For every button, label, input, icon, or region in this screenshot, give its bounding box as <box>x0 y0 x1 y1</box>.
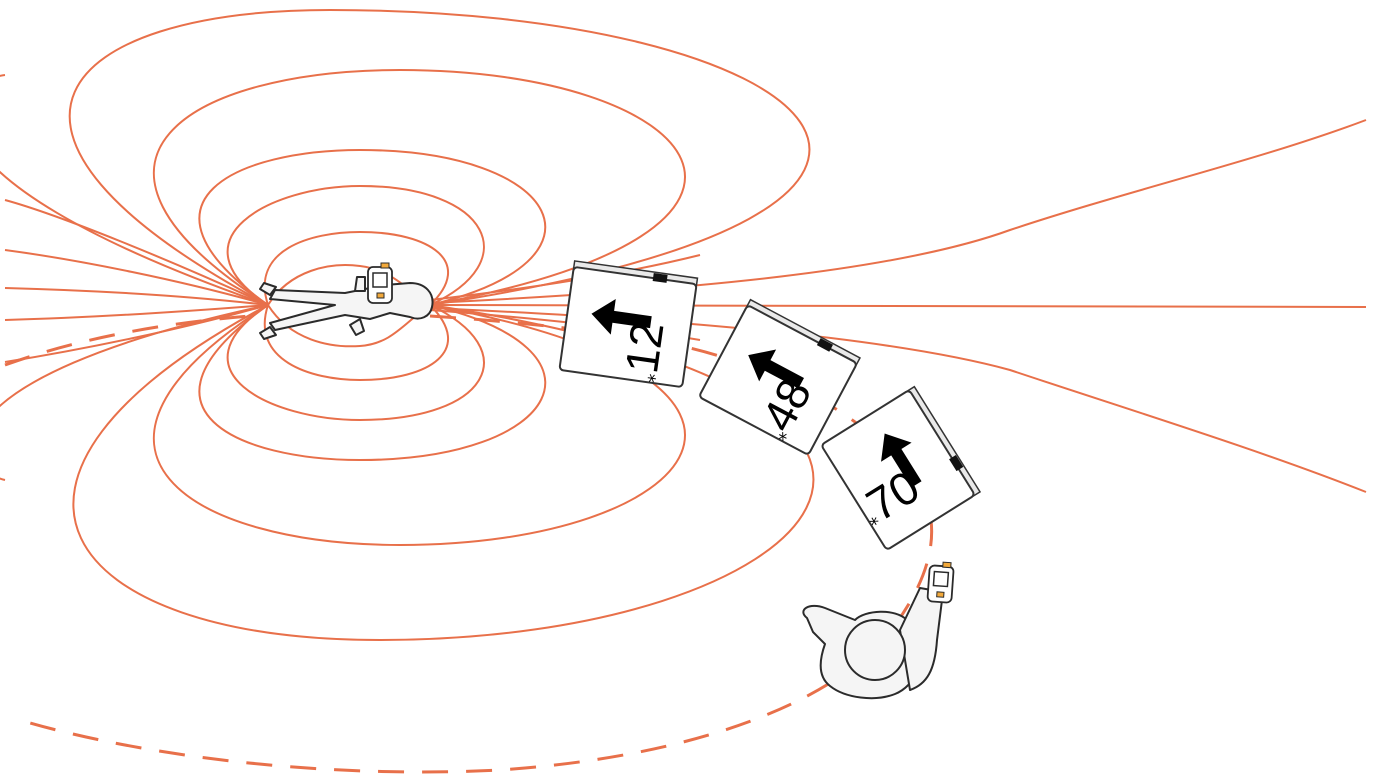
flux-line <box>4 304 269 321</box>
avalanche-transceiver-icon <box>926 561 955 604</box>
flux-line <box>198 304 547 462</box>
flux-line <box>0 74 269 306</box>
searcher-icon <box>802 561 955 700</box>
buried-person-icon <box>259 262 434 340</box>
flux-line <box>267 304 431 348</box>
arrow-up-icon <box>591 299 652 335</box>
flux-line <box>198 148 547 306</box>
display-panel: 12 * <box>558 260 699 388</box>
flux-line <box>152 68 686 306</box>
flux-line <box>72 304 815 642</box>
arrow-up-icon <box>881 433 922 488</box>
flux-line <box>263 230 450 306</box>
flux-line <box>429 119 1367 304</box>
flux-line <box>4 287 269 306</box>
flux-line <box>263 304 450 382</box>
flux-line <box>68 8 811 306</box>
flux-line <box>4 199 269 306</box>
search-path-line <box>19 624 897 774</box>
arrow-up-icon <box>748 349 804 389</box>
flux-line <box>226 304 485 422</box>
distance-readout: 12 <box>615 319 674 377</box>
flux-line <box>4 249 269 306</box>
display-panel: 48 * <box>699 298 861 455</box>
panel-star: * <box>645 373 667 385</box>
flux-line <box>152 304 686 547</box>
display-panel: 70 * <box>821 385 982 550</box>
flux-line-group <box>0 8 1367 642</box>
avalanche-transceiver-icon <box>367 262 393 304</box>
flux-line <box>226 184 485 306</box>
search-path-line <box>4 314 251 367</box>
flux-line <box>4 304 269 363</box>
